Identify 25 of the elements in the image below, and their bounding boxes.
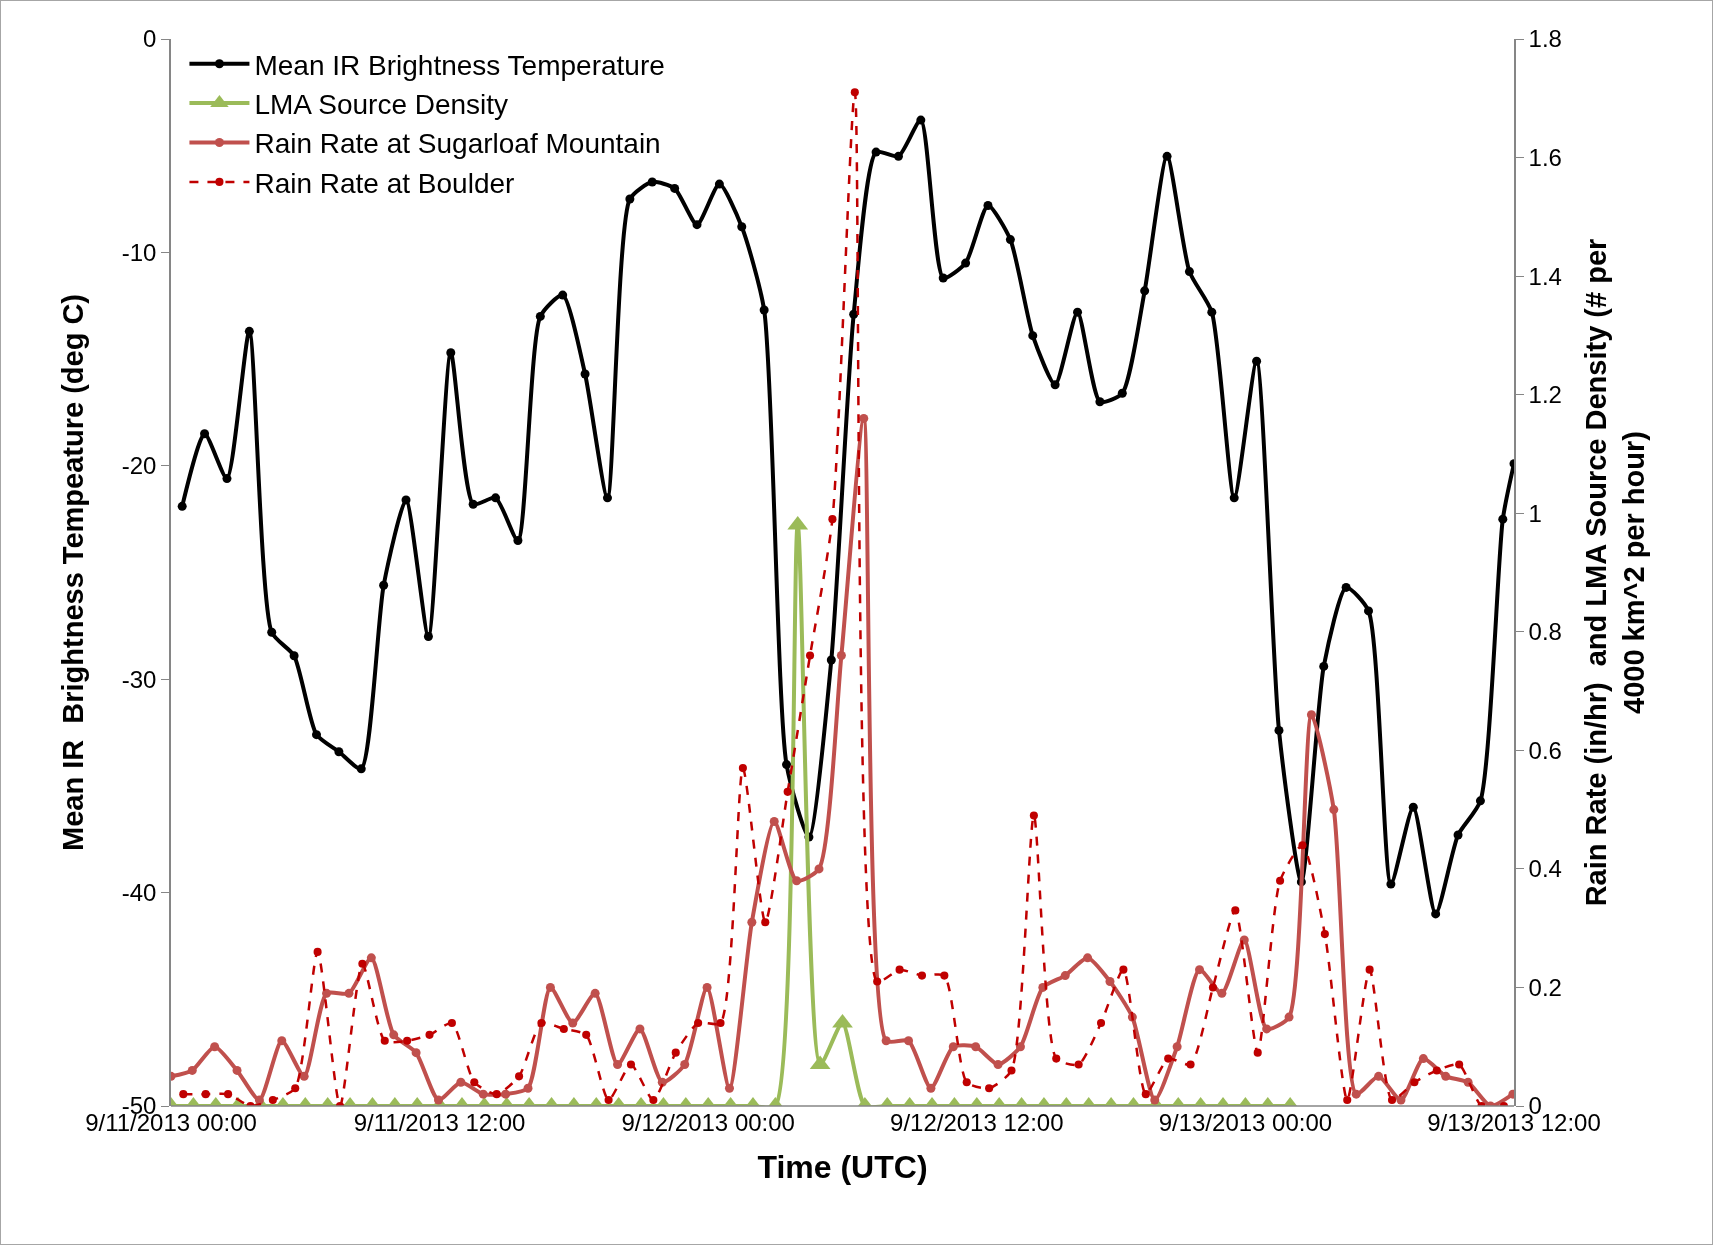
- x-tick-label: 9/12/2013 00:00: [621, 1109, 795, 1136]
- y-axis-title: Mean IR Brightness Tempeature (deg C): [56, 294, 89, 851]
- y2-tick-label: 1.8: [1528, 25, 1562, 53]
- y-tick-label: -20: [121, 452, 157, 480]
- legend-label: Rain Rate at Boulder: [254, 167, 515, 199]
- y2-tick-label: 0.4: [1528, 855, 1562, 883]
- y2-tick-label: 1.2: [1528, 381, 1562, 409]
- x-tick-label: 9/13/2013 00:00: [1158, 1109, 1333, 1136]
- y2-tick-label: 0.2: [1528, 973, 1562, 1001]
- y2-tick-label: 1.6: [1528, 143, 1562, 171]
- x-axis-title: Time (UTC): [757, 1148, 928, 1185]
- legend-label: Rain Rate at Sugarloaf Mountain: [254, 128, 661, 160]
- legend-label: Mean IR Brightness Temperature: [254, 49, 665, 81]
- y2-tick-label: 0.8: [1528, 618, 1562, 646]
- x-tick-label: 9/12/2013 12:00: [890, 1109, 1064, 1136]
- y2-tick-label: 1: [1528, 499, 1542, 527]
- y2-tick-label: 1.4: [1528, 262, 1562, 290]
- y2-axis-title: Rain Rate (in/hr) and LMA Source Density (# per 4000 km^2 per hour): [1580, 238, 1650, 907]
- y-tick-label: -10: [121, 238, 157, 266]
- y-tick-label: -30: [121, 665, 157, 693]
- y-tick-label: -40: [121, 879, 157, 906]
- y2-tick-label: 0.6: [1528, 736, 1562, 764]
- legend-label: LMA Source Density: [254, 89, 509, 121]
- y-tick-label: 0: [143, 25, 157, 53]
- x-tick-label: 9/11/2013 12:00: [353, 1109, 526, 1136]
